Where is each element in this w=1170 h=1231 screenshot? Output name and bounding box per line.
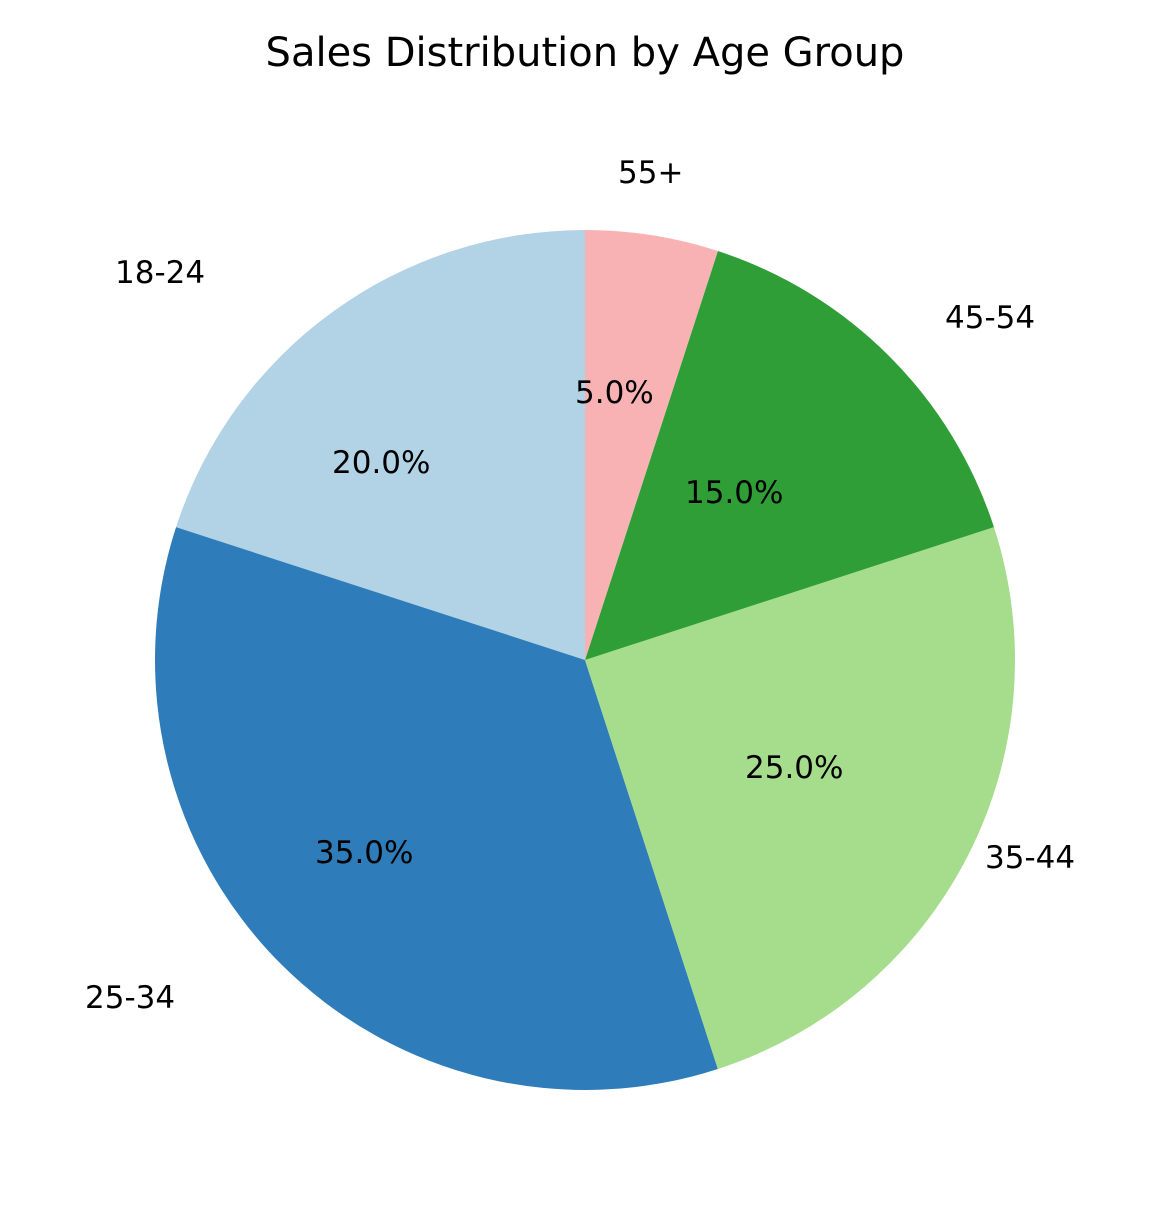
slice-label: 25-34 <box>85 980 175 1016</box>
slice-label: 45-54 <box>945 300 1035 336</box>
slice-label: 35-44 <box>985 840 1075 876</box>
slice-label: 18-24 <box>115 255 205 291</box>
slice-percent: 35.0% <box>315 835 413 871</box>
slice-percent: 25.0% <box>745 750 843 786</box>
slice-percent: 5.0% <box>575 375 654 411</box>
slice-label: 55+ <box>618 155 683 191</box>
pie-chart-container: Sales Distribution by Age Group 18-24 20.… <box>0 0 1170 1231</box>
slice-percent: 20.0% <box>332 445 430 481</box>
chart-title: Sales Distribution by Age Group <box>266 30 905 76</box>
slice-percent: 15.0% <box>685 475 783 511</box>
pie-chart-svg <box>135 210 1035 1110</box>
